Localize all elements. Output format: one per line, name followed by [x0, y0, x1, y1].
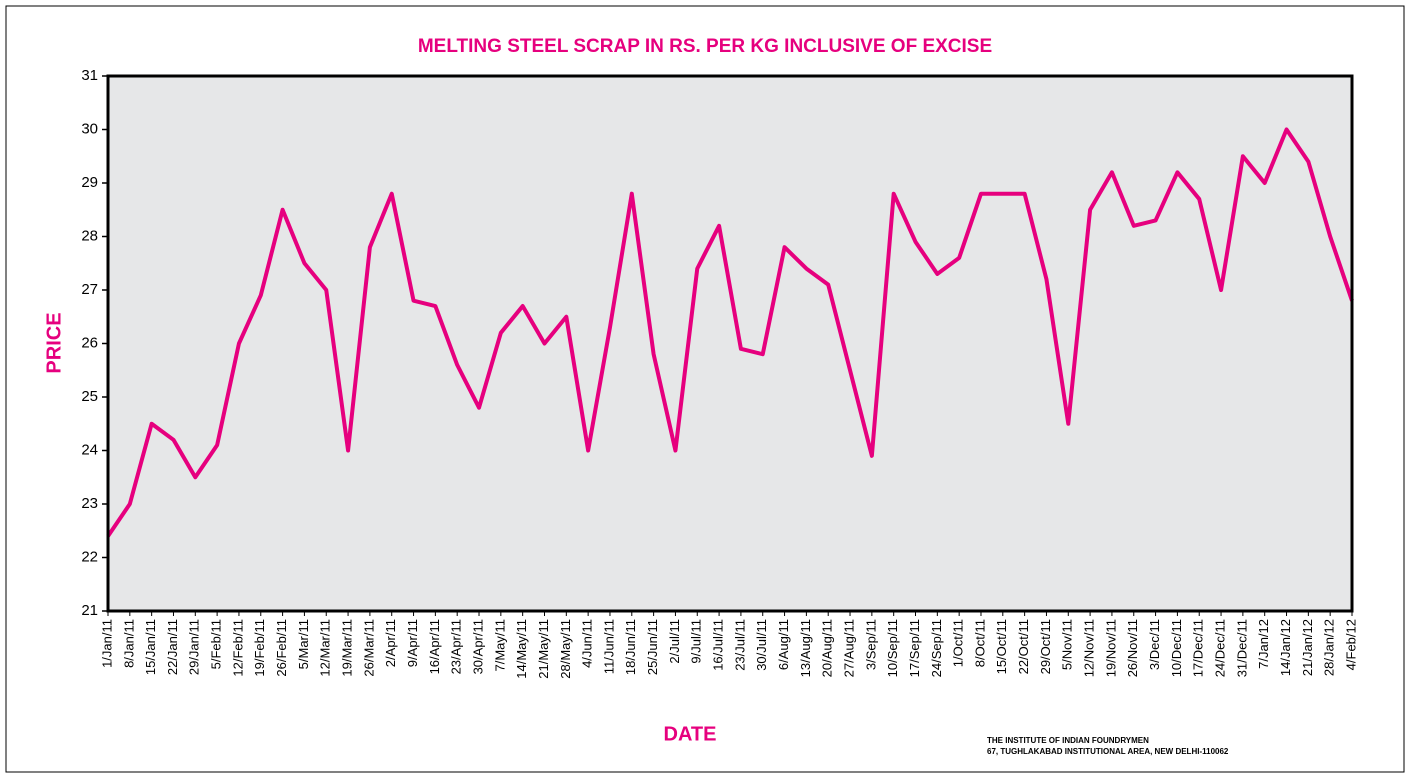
- x-tick-label: 4/Feb/12: [1343, 619, 1358, 670]
- plot-border: [106, 74, 1354, 613]
- x-tick-label: 19/Nov/11: [1103, 619, 1118, 677]
- plot-area: [108, 76, 1352, 611]
- source-line: 67, TUGHLAKABAD INSTITUTIONAL AREA, NEW …: [987, 747, 1229, 756]
- x-tick-label: 14/Jan/12: [1278, 619, 1293, 676]
- x-tick-label: 7/Jan/12: [1256, 619, 1271, 669]
- x-tick-label: 25/Jun/11: [645, 619, 660, 675]
- x-tick-label: 14/May/11: [514, 619, 529, 679]
- x-tick-label: 19/Feb/11: [252, 619, 267, 677]
- x-tick-label: 27/Aug/11: [841, 619, 856, 677]
- x-tick-label: 3/Sep/11: [863, 619, 878, 670]
- x-tick-label: 7/May/11: [492, 619, 507, 672]
- x-tick-label: 20/Aug/11: [820, 619, 835, 677]
- x-tick-label: 22/Jan/11: [165, 619, 180, 675]
- x-tick-label: 18/Jun/11: [623, 619, 638, 675]
- x-tick-label: 23/Apr/11: [449, 619, 464, 674]
- x-tick-label: 12/Feb/11: [230, 619, 245, 677]
- x-tick-label: 10/Dec/11: [1169, 619, 1184, 677]
- x-tick-label: 8/Jan/11: [121, 619, 136, 668]
- x-tick-label: 16/Apr/11: [427, 619, 442, 674]
- x-tick-label: 10/Sep/11: [885, 619, 900, 677]
- y-tick-label: 26: [81, 334, 98, 351]
- x-tick-label: 17/Dec/11: [1191, 619, 1206, 677]
- x-tick-label: 5/Mar/11: [296, 619, 311, 669]
- x-tick-label: 4/Jun/11: [580, 619, 595, 668]
- y-tick-label: 29: [81, 174, 98, 191]
- x-tick-label: 15/Oct/11: [994, 619, 1009, 674]
- x-tick-label: 22/Oct/11: [1016, 619, 1031, 674]
- x-tick-label: 24/Sep/11: [929, 619, 944, 677]
- x-tick-label: 28/Jan/12: [1322, 619, 1337, 676]
- x-tick-label: 12/Mar/11: [318, 619, 333, 677]
- x-tick-label: 26/Feb/11: [274, 619, 289, 677]
- x-tick-label: 26/Mar/11: [361, 619, 376, 677]
- x-tick-label: 8/Oct/11: [972, 619, 987, 667]
- x-tick-label: 17/Sep/11: [907, 619, 922, 677]
- x-tick-label: 5/Feb/11: [209, 619, 224, 669]
- x-tick-label: 21/Jan/12: [1300, 619, 1315, 676]
- y-tick-label: 24: [81, 441, 98, 458]
- x-tick-label: 21/May/11: [536, 619, 551, 679]
- x-tick-label: 29/Jan/11: [187, 619, 202, 675]
- x-tick-label: 3/Dec/11: [1147, 619, 1162, 670]
- x-tick-label: 19/Mar/11: [340, 619, 355, 677]
- x-tick-label: 13/Aug/11: [798, 619, 813, 677]
- x-tick-label: 28/May/11: [558, 619, 573, 679]
- y-tick-label: 25: [81, 388, 98, 405]
- x-tick-label: 15/Jan/11: [143, 619, 158, 675]
- x-tick-label: 2/Jul/11: [667, 619, 682, 664]
- x-tick-label: 5/Nov/11: [1060, 619, 1075, 670]
- x-tick-label: 6/Aug/11: [776, 619, 791, 670]
- y-tick-label: 21: [81, 602, 98, 619]
- y-tick-label: 28: [81, 227, 98, 244]
- x-tick-label: 2/Apr/11: [383, 619, 398, 667]
- y-tick-label: 22: [81, 548, 98, 565]
- x-tick-label: 30/Apr/11: [470, 619, 485, 674]
- x-tick-label: 30/Jul/11: [754, 619, 769, 671]
- x-tick-label: 29/Oct/11: [1038, 619, 1053, 674]
- x-tick-label: 12/Nov/11: [1082, 619, 1097, 677]
- source-line: THE INSTITUTE OF INDIAN FOUNDRYMEN: [987, 736, 1149, 745]
- y-axis-label: PRICE: [43, 312, 65, 373]
- y-tick-label: 27: [81, 281, 98, 298]
- x-tick-label: 1/Oct/11: [951, 619, 966, 667]
- line: [106, 127, 1354, 538]
- x-tick-label: 16/Jul/11: [711, 619, 726, 671]
- x-axis-label: DATE: [664, 723, 717, 745]
- x-tick-label: 23/Jul/11: [732, 619, 747, 671]
- x-tick-label: 9/Jul/11: [689, 619, 704, 664]
- x-tick-label: 11/Jun/11: [601, 619, 616, 674]
- x-tick-label: 9/Apr/11: [405, 619, 420, 667]
- frame: [5, 5, 1405, 773]
- chart-title: MELTING STEEL SCRAP IN RS. PER KG INCLUS…: [418, 36, 992, 57]
- x-tick-label: 24/Dec/11: [1212, 619, 1227, 677]
- y-tick-label: 30: [81, 120, 98, 137]
- x-tick-label: 26/Nov/11: [1125, 619, 1140, 677]
- x-tick-label: 1/Jan/11: [99, 619, 114, 668]
- x-tick-label: 31/Dec/11: [1234, 619, 1249, 677]
- y-tick-label: 23: [81, 495, 98, 512]
- y-tick-label: 31: [81, 67, 98, 84]
